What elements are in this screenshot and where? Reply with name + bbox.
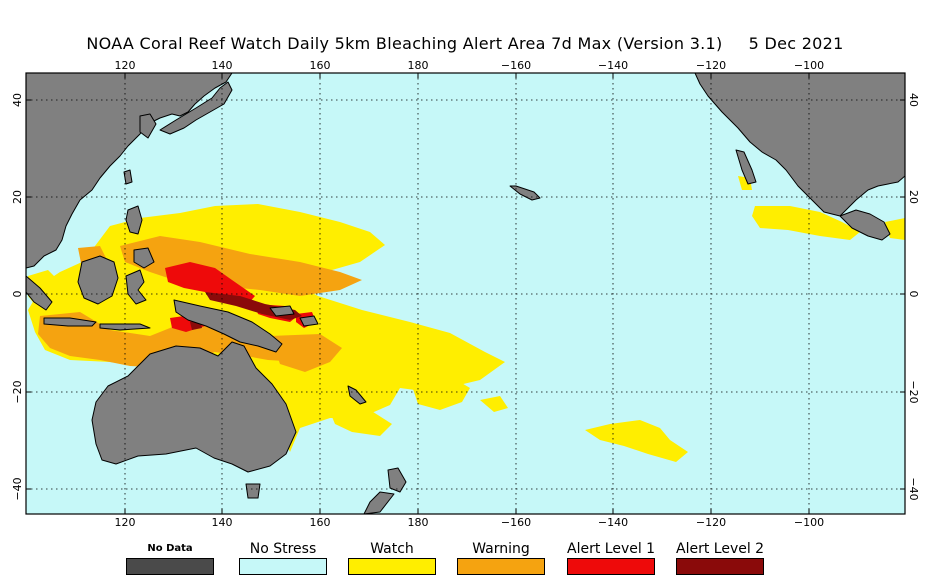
landmass-borneo — [77, 255, 119, 305]
landmass-sumatra — [26, 275, 53, 311]
lon-label: −140 — [598, 516, 628, 529]
lon-label: 140 — [212, 516, 233, 529]
map-title: NOAA Coral Reef Watch Daily 5km Bleachin… — [0, 34, 930, 53]
legend-item-alert-level-1: Alert Level 1 — [567, 541, 655, 575]
legend-swatch-no-stress — [239, 558, 327, 575]
landmass-png-islands — [299, 315, 319, 327]
legend-label: Alert Level 2 — [676, 541, 765, 557]
landmass-new-guinea — [173, 299, 283, 353]
lat-label: −20 — [11, 380, 24, 403]
lon-label: −120 — [696, 59, 726, 72]
landmass-mindanao — [133, 247, 155, 269]
legend-label: No Stress — [249, 541, 317, 557]
landmass-baja — [735, 149, 757, 185]
lat-label: −20 — [907, 380, 920, 403]
lon-label: −140 — [598, 59, 628, 72]
graticule — [26, 73, 905, 514]
lon-label: 160 — [310, 516, 331, 529]
landmass-lesser-sunda — [99, 323, 151, 331]
legend-swatch-no-data — [126, 558, 214, 575]
watch-zone-tasman — [330, 410, 392, 436]
land-masses — [26, 73, 905, 514]
landmass-nz-south — [363, 491, 395, 514]
lon-label: 160 — [310, 59, 331, 72]
legend-label: Alert Level 1 — [567, 541, 656, 557]
watch-zone-mexico — [752, 206, 860, 240]
title-date: 5 Dec 2021 — [748, 34, 844, 53]
lat-label: −40 — [907, 477, 920, 500]
landmass-asia — [26, 73, 233, 269]
watch-zone-south-pacific — [585, 420, 688, 462]
lat-label: −40 — [11, 477, 24, 500]
landmass-central-america — [839, 209, 891, 241]
lat-labels-right: 40 20 0 −20 −40 — [907, 93, 920, 501]
landmass-new-britain — [269, 305, 295, 317]
lat-label: 40 — [11, 93, 24, 107]
lon-label: 180 — [408, 59, 429, 72]
landmass-nz-north — [387, 467, 407, 493]
landmass-japan — [159, 81, 233, 135]
lon-label: −160 — [501, 59, 531, 72]
legend-item-no-data: No Data — [126, 541, 214, 575]
warning-zone-coral-sea — [270, 334, 342, 372]
landmass-australia — [91, 341, 297, 473]
lon-labels-top: 120 140 160 180 −160 −140 −120 −100 — [115, 59, 825, 72]
landmass-luzon — [125, 205, 143, 235]
lat-label: 0 — [907, 291, 920, 298]
legend-label: Warning — [472, 541, 530, 557]
lon-label: 120 — [115, 59, 136, 72]
title-text: NOAA Coral Reef Watch Daily 5km Bleachin… — [86, 34, 723, 53]
lat-label: 0 — [11, 291, 24, 298]
landmass-hawaii — [509, 185, 541, 201]
lon-label: −100 — [794, 516, 824, 529]
landmass-sulawesi — [125, 269, 147, 305]
legend-item-alert-level-2: Alert Level 2 — [676, 541, 764, 575]
alert1-zone-philippines — [165, 262, 255, 304]
lon-label: −100 — [794, 59, 824, 72]
frame-ticks — [26, 73, 905, 514]
landmass-java — [43, 317, 97, 327]
lon-label: 180 — [408, 516, 429, 529]
landmass-korea — [139, 113, 157, 139]
landmass-new-caledonia — [347, 385, 367, 405]
watch-zone-reef — [480, 396, 508, 412]
legend-swatch-alert-level-2 — [676, 558, 764, 575]
legend-label: No Data — [147, 543, 193, 554]
lon-label: −160 — [501, 516, 531, 529]
lat-label: 20 — [11, 190, 24, 204]
watch-zone-fiji — [410, 376, 470, 410]
legend-label: Watch — [370, 541, 414, 557]
legend-item-no-stress: No Stress — [239, 541, 327, 575]
lat-labels-left: 40 20 0 −20 −40 — [11, 93, 24, 501]
lat-label: 20 — [907, 190, 920, 204]
legend-swatch-warning — [457, 558, 545, 575]
legend-swatch-alert-level-1 — [567, 558, 655, 575]
legend-item-watch: Watch — [348, 541, 436, 575]
lon-labels-bottom: 120 140 160 180 −160 −140 −120 −100 — [115, 516, 825, 529]
lon-label: 120 — [115, 516, 136, 529]
landmass-taiwan — [123, 169, 133, 185]
legend-swatch-watch — [348, 558, 436, 575]
landmass-tasmania — [245, 483, 261, 499]
lon-label: −120 — [696, 516, 726, 529]
lat-label: 40 — [907, 93, 920, 107]
legend-item-warning: Warning — [457, 541, 545, 575]
lon-label: 140 — [212, 59, 233, 72]
landmass-north-america — [694, 73, 905, 217]
